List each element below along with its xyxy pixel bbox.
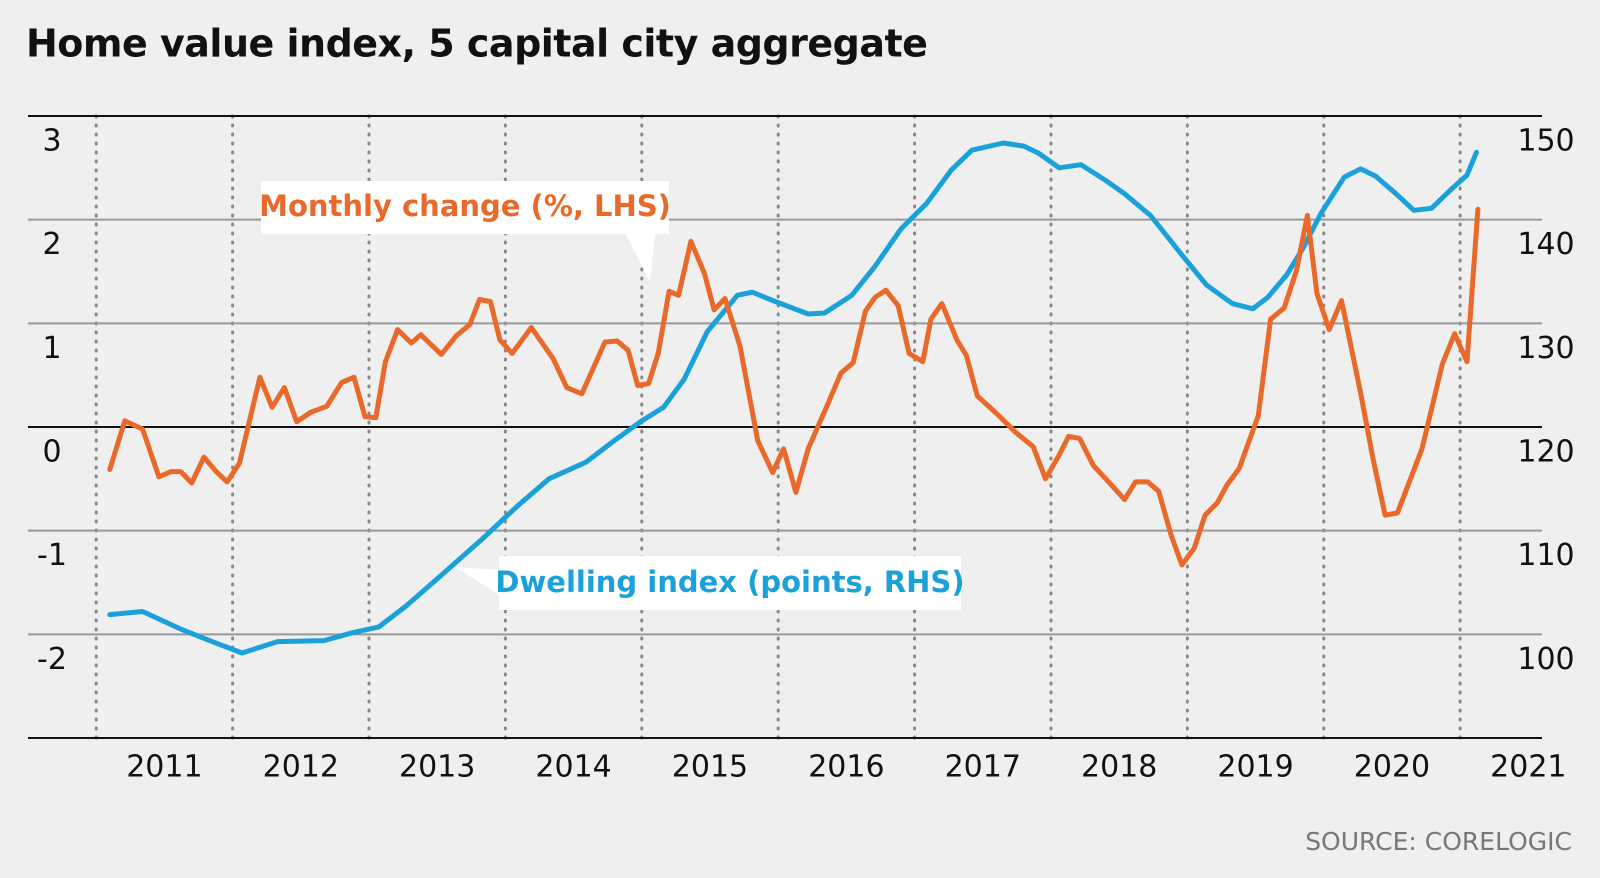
y2-tick-label: 100 xyxy=(1517,642,1574,677)
annotation-monthly: Monthly change (%, LHS) xyxy=(259,181,671,282)
x-tick-label: 2013 xyxy=(399,750,475,785)
x-tick-label: 2020 xyxy=(1354,750,1430,785)
x-tick-label: 2011 xyxy=(126,750,202,785)
callout-box xyxy=(261,181,669,234)
callout-pointer xyxy=(625,232,655,282)
series-line xyxy=(107,206,1481,568)
lines xyxy=(107,140,1481,656)
series-label: Monthly change (%, LHS) xyxy=(259,189,671,223)
x-tick-label: 2015 xyxy=(672,750,748,785)
y-tick-label: 3 xyxy=(42,124,61,159)
y2-tick-label: 150 xyxy=(1517,124,1574,159)
y2-tick-label: 120 xyxy=(1517,435,1574,470)
y-tick-label: 2 xyxy=(42,227,61,262)
x-tick-label: 2016 xyxy=(808,750,884,785)
series-line xyxy=(107,140,1479,656)
callout-box xyxy=(499,556,961,610)
x-tick-label: 2017 xyxy=(945,750,1021,785)
callout-pointer xyxy=(455,567,501,596)
y2-tick-label: 130 xyxy=(1517,331,1574,366)
x-tick-label: 2018 xyxy=(1081,750,1157,785)
y-tick-label: 1 xyxy=(42,331,61,366)
x-tick-label: 2021 xyxy=(1490,750,1566,785)
x-tick-label: 2019 xyxy=(1217,750,1293,785)
x-tick-label: 2014 xyxy=(535,750,611,785)
y-tick-label: -1 xyxy=(37,538,67,573)
grid xyxy=(28,114,1542,740)
y-tick-label: -2 xyxy=(37,642,67,677)
chart-title: Home value index, 5 capital city aggrega… xyxy=(26,22,927,66)
series-label: Dwelling index (points, RHS) xyxy=(495,565,964,599)
source: SOURCE: CORELOGIC xyxy=(1305,827,1572,856)
annotation-dwelling: Dwelling index (points, RHS) xyxy=(455,556,965,610)
y2-tick-label: 140 xyxy=(1517,227,1574,262)
x-tick-label: 2012 xyxy=(263,750,339,785)
y2-tick-label: 110 xyxy=(1517,538,1574,573)
y-tick-label: 0 xyxy=(42,435,61,470)
